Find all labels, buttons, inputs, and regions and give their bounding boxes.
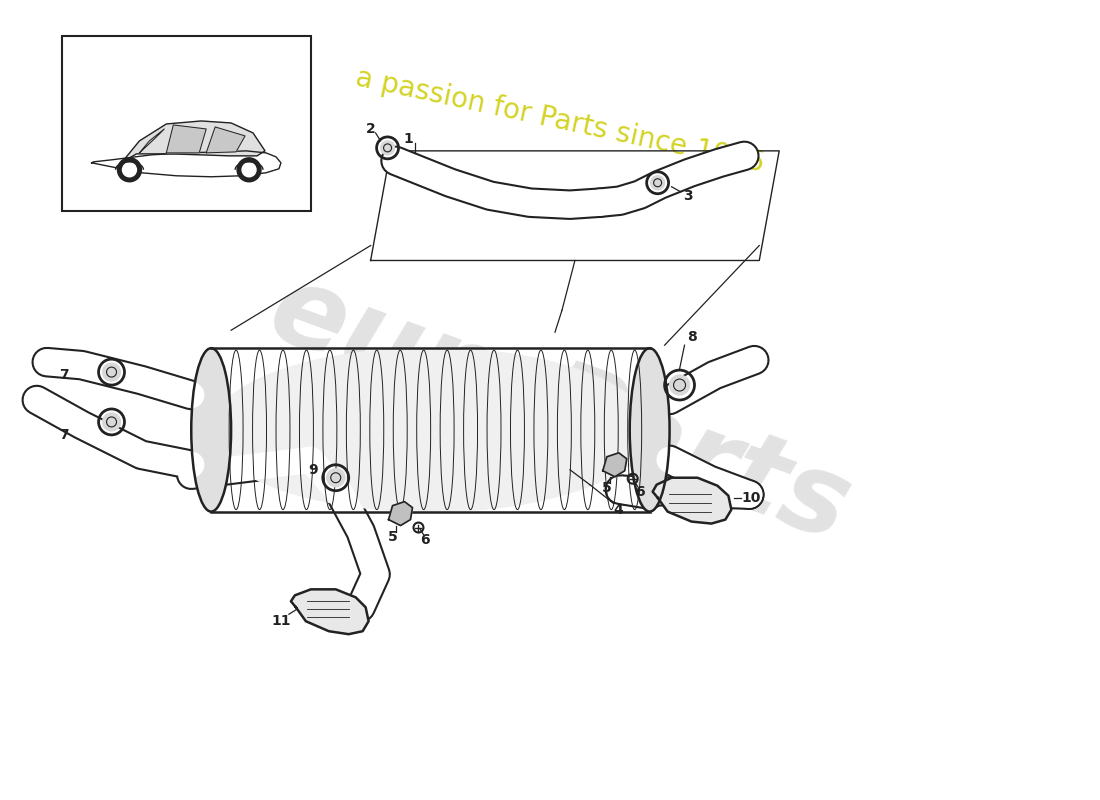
Circle shape xyxy=(242,163,256,177)
Polygon shape xyxy=(140,129,164,153)
Polygon shape xyxy=(211,348,650,512)
Text: 10: 10 xyxy=(741,490,761,505)
Ellipse shape xyxy=(191,348,231,512)
Text: 7: 7 xyxy=(59,368,68,382)
Text: euroParts: euroParts xyxy=(255,255,865,564)
Text: a passion for Parts since 1985: a passion for Parts since 1985 xyxy=(353,64,767,178)
Circle shape xyxy=(118,158,142,182)
Polygon shape xyxy=(166,125,206,153)
Text: 6: 6 xyxy=(635,485,645,498)
Polygon shape xyxy=(121,121,265,163)
Circle shape xyxy=(238,158,261,182)
Text: 9: 9 xyxy=(308,462,318,477)
Text: 5: 5 xyxy=(387,530,397,543)
Polygon shape xyxy=(290,590,369,634)
Text: 8: 8 xyxy=(686,330,696,344)
Circle shape xyxy=(122,163,136,177)
Polygon shape xyxy=(388,502,412,526)
Text: 1: 1 xyxy=(404,132,414,146)
Ellipse shape xyxy=(629,348,670,512)
Bar xyxy=(62,36,311,210)
Polygon shape xyxy=(652,478,732,523)
Text: 4: 4 xyxy=(613,502,623,517)
Ellipse shape xyxy=(381,141,395,155)
Polygon shape xyxy=(603,453,627,477)
Text: 11: 11 xyxy=(272,614,290,628)
Ellipse shape xyxy=(102,413,121,431)
Text: 3: 3 xyxy=(683,189,692,202)
Polygon shape xyxy=(91,151,280,177)
Ellipse shape xyxy=(327,469,344,486)
Ellipse shape xyxy=(670,375,690,395)
Ellipse shape xyxy=(650,176,664,190)
Text: 5: 5 xyxy=(602,481,612,494)
Text: 6: 6 xyxy=(420,533,430,546)
Text: 2: 2 xyxy=(366,122,375,136)
Text: 7: 7 xyxy=(59,428,68,442)
Polygon shape xyxy=(206,127,245,153)
Ellipse shape xyxy=(102,363,121,381)
